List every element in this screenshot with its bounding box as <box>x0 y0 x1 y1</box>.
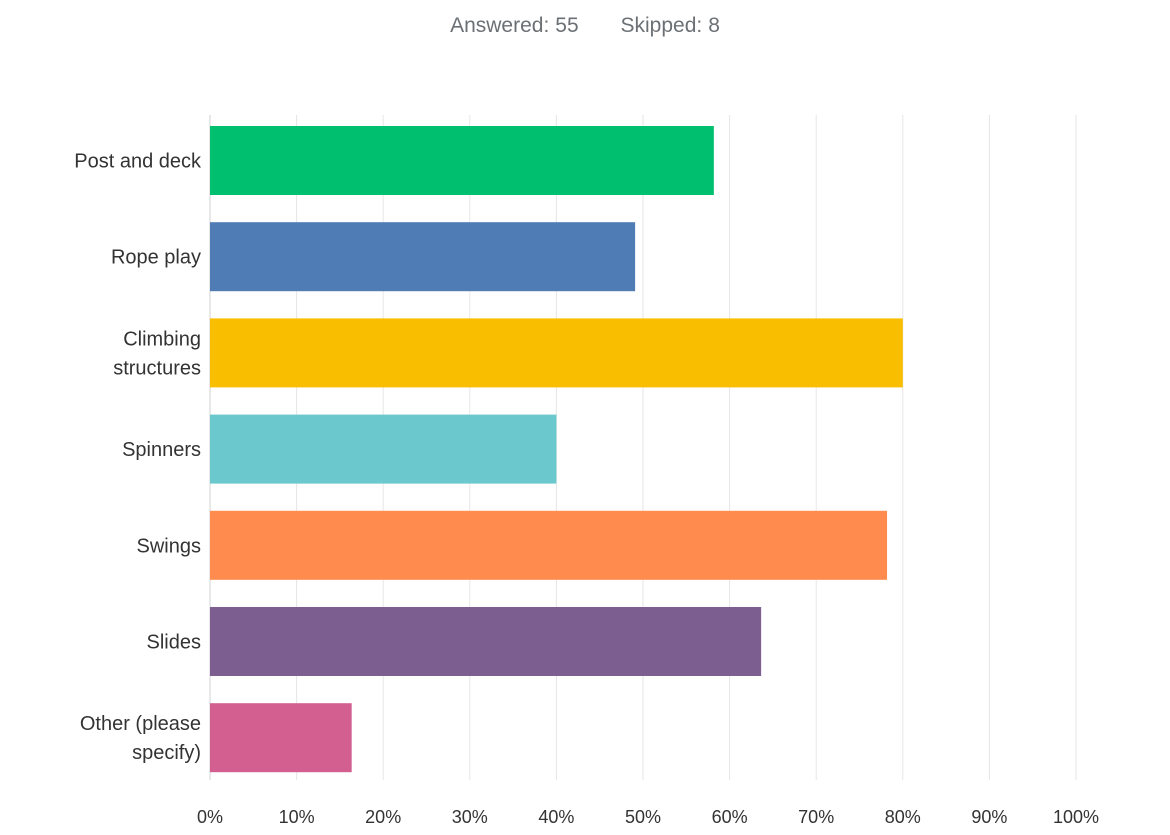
bar[interactable] <box>210 222 636 292</box>
category-label: Rope play <box>111 247 201 269</box>
category-labels: Post and deck Rope play Climbing structures… <box>74 151 202 765</box>
bar[interactable] <box>210 318 903 388</box>
skipped-label: Skipped: <box>620 14 703 37</box>
bar[interactable] <box>210 607 762 676</box>
bars <box>210 126 903 773</box>
answered-label: Answered: <box>450 14 550 37</box>
x-tick-label: 70% <box>798 807 834 827</box>
x-tick-label: 10% <box>279 807 315 827</box>
category-label: Post and deck <box>74 151 202 173</box>
skipped-value: 8 <box>708 14 720 37</box>
x-tick-label: 50% <box>625 807 661 827</box>
category-label: Spinners <box>122 439 201 461</box>
x-tick-label: 60% <box>712 807 748 827</box>
category-label: Climbing structures <box>113 328 201 379</box>
x-tick-label: 30% <box>452 807 488 827</box>
category-label: Slides <box>147 632 201 654</box>
x-tick-label: 40% <box>538 807 574 827</box>
answered-value: 55 <box>555 14 579 37</box>
x-tick-label: 100% <box>1053 807 1099 827</box>
skipped-count: Skipped: 8 <box>621 14 720 38</box>
x-tick-label: 80% <box>885 807 921 827</box>
x-tick-label: 90% <box>971 807 1007 827</box>
bar[interactable] <box>210 414 557 484</box>
category-label: Swings <box>137 535 201 557</box>
bar[interactable] <box>210 703 352 773</box>
response-summary: Answered: 55 Skipped: 8 <box>0 14 1170 38</box>
x-tick-label: 20% <box>365 807 401 827</box>
x-tick-label: 0% <box>197 807 223 827</box>
bar[interactable] <box>210 510 888 580</box>
x-axis-ticks: 0% 10% 20% 30% 40% 50% 60% 70% 80% 90% 100% <box>197 807 1099 827</box>
category-label: Other (please specify) <box>80 713 201 764</box>
bar[interactable] <box>210 126 714 195</box>
answered-count: Answered: 55 <box>450 14 579 38</box>
